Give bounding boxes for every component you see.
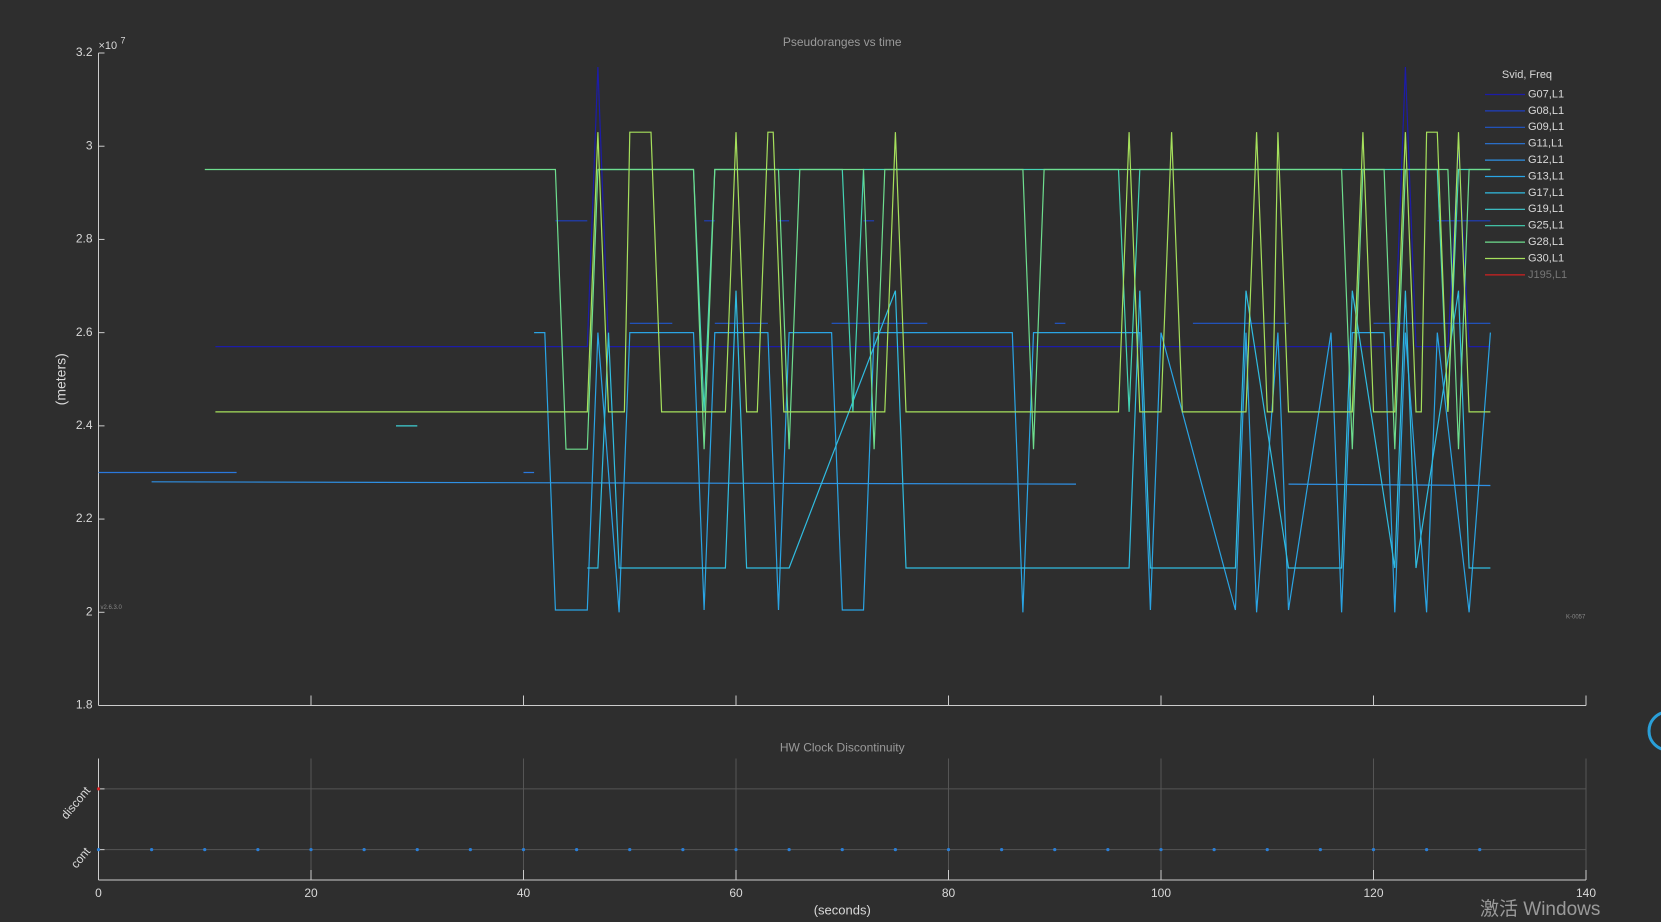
side-button[interactable] [1647,711,1661,751]
legend-title: Svid, Freq [1502,69,1552,81]
point [681,848,685,852]
y-exponent: ×10 [99,40,118,52]
series-line [204,168,1491,450]
y-tick-label: 2 [86,604,93,618]
legend-label: G13,L1 [1528,170,1564,182]
series-line [534,332,1491,613]
legend-label: G07,L1 [1528,88,1564,100]
x-tick-label: 40 [517,886,531,900]
y-tick-label: 1.8 [76,698,93,712]
y-tick-label: 2.6 [76,325,93,339]
y-exponent-power: 7 [121,35,126,45]
x-tick-label: 0 [95,886,102,900]
point [946,848,951,852]
point [893,848,897,852]
y-tick-label: 3 [86,138,93,152]
point [628,848,632,852]
legend-label: G09,L1 [1528,121,1564,133]
y-axis-label: (meters) [53,353,69,405]
point [1425,848,1429,852]
point [309,848,313,852]
point [96,787,101,791]
legend-label: G11,L1 [1528,138,1563,150]
y-tick-label: 2.4 [76,418,93,432]
chart-title: Pseudoranges vs time [783,35,902,49]
y-tick-label: 2.8 [76,232,93,246]
legend-label: G28,L1 [1528,236,1564,248]
point [150,848,154,852]
point [1053,848,1057,852]
point [521,848,526,852]
y-tick-label: 3.2 [76,45,93,59]
annotation: K-0057 [1566,615,1586,621]
point [1371,848,1376,852]
point [415,848,419,852]
chart-title: HW Clock Discontinuity [780,741,905,755]
x-axis-label: (seconds) [814,902,871,917]
series-line [215,131,1491,413]
point [96,848,101,852]
watermark: 激活 Windows [1480,898,1600,920]
point [1000,848,1004,852]
x-tick-label: 140 [1576,886,1596,900]
series-line [587,290,1491,569]
point [203,848,207,852]
point [362,848,366,852]
point [468,848,472,852]
legend-label: G25,L1 [1528,220,1564,232]
x-tick-label: 100 [1151,886,1171,900]
point [787,848,791,852]
point [1478,848,1482,852]
x-tick-label: 20 [304,886,318,900]
point [575,848,579,852]
legend-label: G08,L1 [1528,105,1564,117]
point [1212,848,1216,852]
legend-label: G17,L1 [1528,187,1564,199]
point [1159,848,1163,852]
x-tick-label: 60 [729,886,743,900]
point [1106,848,1110,852]
point [1265,848,1269,852]
point [734,848,738,852]
annotation: v2.6.3.0 [101,605,123,611]
legend-label: J195,L1 [1528,269,1567,281]
legend-label: G19,L1 [1528,203,1564,215]
x-tick-label: 80 [942,886,956,900]
point [256,848,260,852]
point [840,848,844,852]
legend-label: G12,L1 [1528,154,1564,166]
legend-label: G30,L1 [1528,252,1564,264]
x-tick-label: 120 [1363,886,1383,900]
point [1318,848,1322,852]
y-tick-label: 2.2 [76,511,93,525]
